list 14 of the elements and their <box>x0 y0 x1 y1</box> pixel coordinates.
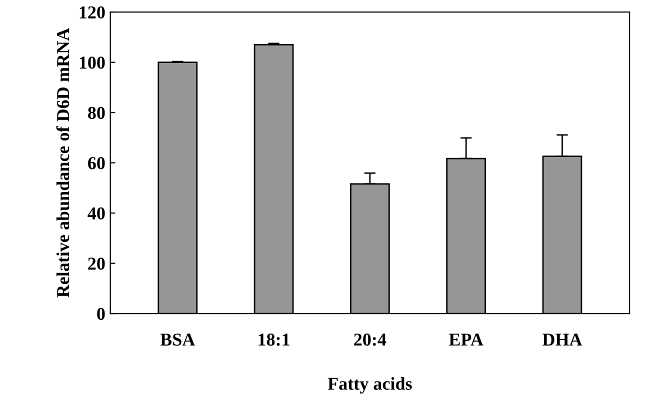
y-tick-label: 40 <box>88 207 105 220</box>
y-tick-label: 20 <box>88 258 105 270</box>
x-tick-label: 20:4 <box>354 334 386 346</box>
x-tick-label: 18:1 <box>258 334 290 346</box>
y-tick-label: 120 <box>80 6 105 18</box>
x-tick-label: DHA <box>542 334 582 346</box>
x-tick-label: EPA <box>448 334 484 346</box>
x-tick-label: BSA <box>160 334 196 346</box>
x-axis-title: Fatty acids <box>328 377 412 394</box>
y-axis-title: Relative abundance of D6D mRNA <box>56 28 70 298</box>
y-tick-label: 100 <box>80 56 105 69</box>
y-tick-label: 80 <box>88 106 105 119</box>
y-tick-label: 0 <box>97 308 105 320</box>
y-tick-label: 60 <box>88 157 105 170</box>
